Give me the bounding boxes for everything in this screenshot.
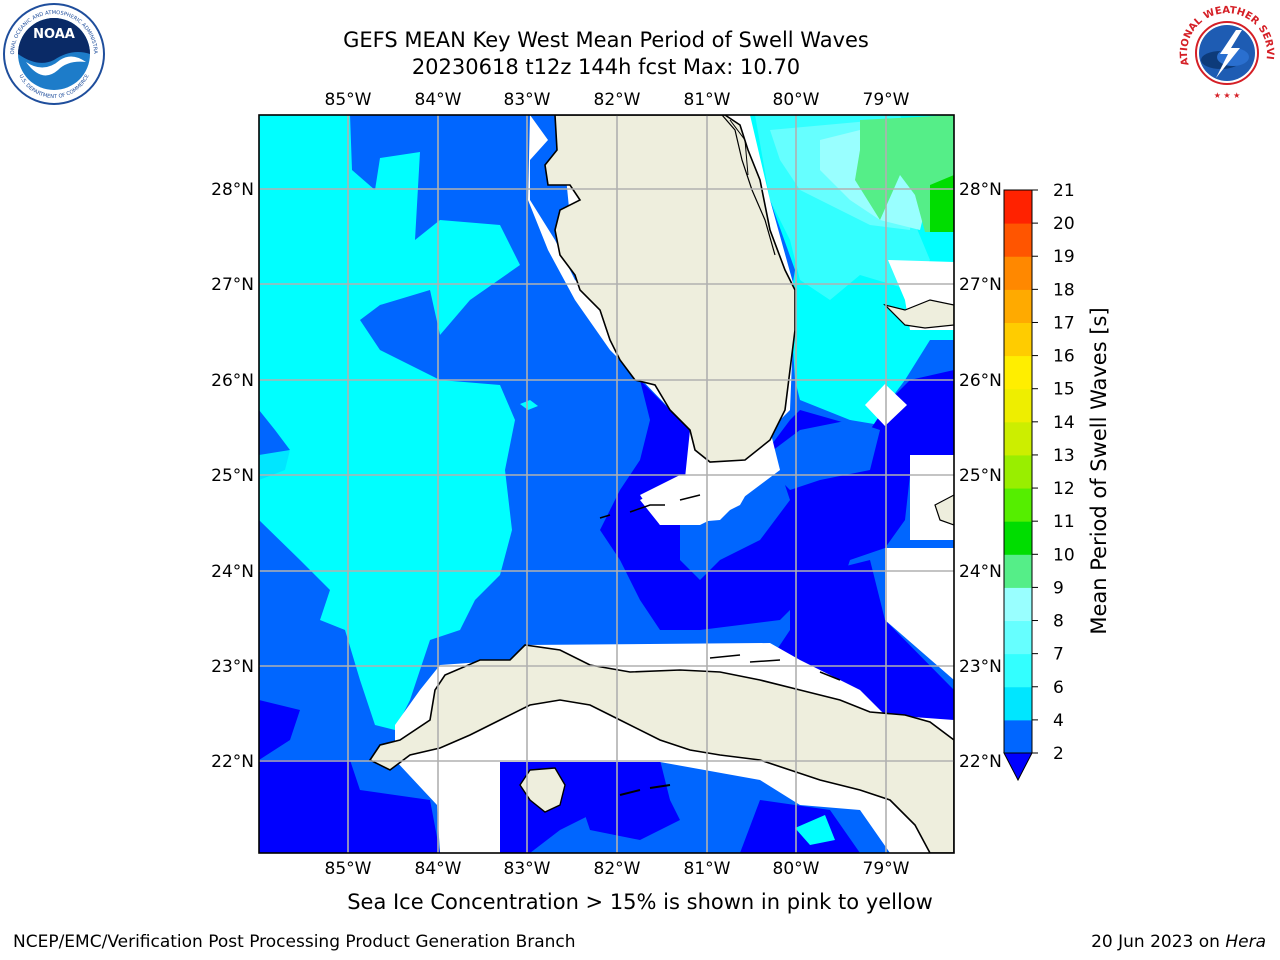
- footer-date-text: 20 Jun 2023 on: [1091, 932, 1226, 952]
- colorbar-segment: [1004, 488, 1032, 522]
- colorbar-tick-label: 19: [1053, 247, 1075, 267]
- colorbar-segment: [1004, 653, 1032, 688]
- colorbar-tick-label: 18: [1053, 280, 1075, 300]
- lat-label: 27°N: [211, 275, 254, 295]
- chart-subtitle: 20230618 t12z 144h fcst Max: 10.70: [411, 55, 801, 79]
- lat-label: 26°N: [959, 371, 1002, 391]
- lon-label: 83°W: [504, 90, 551, 110]
- lon-labels-bottom: 85°W 84°W 83°W 82°W 81°W 80°W 79°W: [325, 859, 910, 879]
- map-frame: [258, 114, 955, 854]
- colorbar-segment: [1004, 190, 1032, 224]
- colorbar-segment: [1004, 521, 1032, 555]
- colorbar: 2 4 6 7 8 9 10 11 12 13 14 15 16 17 18 19 20 21: [1003, 181, 1075, 782]
- cuba-landmass: [368, 644, 954, 853]
- isla-de-la-juventud: [519, 767, 566, 813]
- colorbar-segment: [1004, 223, 1032, 257]
- footer-date: 20 Jun 2023 on Hera: [1091, 932, 1266, 952]
- lon-label: 79°W: [863, 90, 910, 110]
- lat-label: 25°N: [211, 466, 254, 486]
- lat-label: 22°N: [211, 752, 254, 772]
- colorbar-tick-label: 12: [1053, 479, 1075, 499]
- grand-bahama: [883, 299, 954, 329]
- colorbar-tick-label: 14: [1053, 413, 1075, 433]
- map-area: [259, 115, 954, 853]
- colorbar-tick-label: 7: [1053, 645, 1064, 665]
- nws-logo: NATIONAL WEATHER SERVICE ★ ★ ★: [1176, 2, 1276, 102]
- lat-label: 24°N: [959, 562, 1002, 582]
- colorbar-segment: [1004, 620, 1032, 655]
- colorbar-segment: [1004, 554, 1032, 588]
- colorbar-segment: [1004, 686, 1032, 721]
- colorbar-tick-label: 20: [1053, 214, 1075, 234]
- lat-label: 23°N: [211, 657, 254, 677]
- lat-labels-left: 28°N 27°N 26°N 25°N 24°N 23°N 22°N: [211, 180, 254, 772]
- colorbar-tick-label: 21: [1053, 181, 1075, 201]
- lon-label: 80°W: [773, 859, 820, 879]
- chart-title: GEFS MEAN Key West Mean Period of Swell …: [343, 28, 869, 52]
- lon-label: 81°W: [684, 859, 731, 879]
- colorbar-segment: [1004, 421, 1032, 456]
- swell-10-11s: [930, 175, 954, 232]
- lon-label: 82°W: [594, 859, 641, 879]
- lon-label: 85°W: [325, 90, 372, 110]
- lat-label: 28°N: [959, 180, 1002, 200]
- colorbar-segment: [1004, 388, 1032, 423]
- colorbar-segment: [1004, 355, 1032, 390]
- lat-label: 22°N: [959, 752, 1002, 772]
- lat-label: 27°N: [959, 275, 1002, 295]
- colorbar-tick-label: 8: [1053, 612, 1064, 632]
- lat-label: 25°N: [959, 466, 1002, 486]
- noaa-logo-text: NOAA: [33, 27, 75, 42]
- colorbar-tick-label: 4: [1053, 711, 1064, 731]
- colorbar-segment: [1004, 719, 1032, 754]
- lat-label: 26°N: [211, 371, 254, 391]
- colorbar-segment: [1004, 322, 1032, 357]
- colorbar-segment: [1004, 289, 1032, 323]
- lat-label: 23°N: [959, 657, 1002, 677]
- colorbar-segment: [1004, 256, 1032, 290]
- colorbar-tick-label: 2: [1053, 744, 1064, 764]
- lon-label: 79°W: [863, 859, 910, 879]
- lat-label: 28°N: [211, 180, 254, 200]
- colorbar-tick-label: 16: [1053, 347, 1075, 367]
- colorbar-tick-label: 11: [1053, 512, 1075, 532]
- lon-label: 84°W: [415, 859, 462, 879]
- sea-ice-note: Sea Ice Concentration > 15% is shown in …: [347, 890, 933, 914]
- colorbar-label: Mean Period of Swell Waves [s]: [1087, 307, 1111, 634]
- swell-below-2s-sw: [259, 760, 440, 853]
- noaa-logo: NATIONAL OCEANIC AND ATMOSPHERIC ADMINIS…: [2, 2, 105, 105]
- colorbar-tick-label: 13: [1053, 446, 1075, 466]
- swell-4-6s-west: [259, 115, 520, 730]
- colorbar-tick-label: 9: [1053, 578, 1064, 598]
- lon-label: 82°W: [594, 90, 641, 110]
- lon-labels-top: 85°W 84°W 83°W 82°W 81°W 80°W 79°W: [325, 90, 910, 110]
- swell-9-10s: [855, 115, 954, 232]
- florida-landmass: [544, 115, 796, 463]
- colorbar-tick-label: 6: [1053, 678, 1064, 698]
- colorbar-under-triangle: [1003, 752, 1033, 782]
- colorbar-segment: [1004, 454, 1032, 489]
- footer-host: Hera: [1225, 932, 1266, 952]
- colorbar-tick-label: 15: [1053, 380, 1075, 400]
- lon-label: 80°W: [773, 90, 820, 110]
- svg-text:★ ★ ★: ★ ★ ★: [1214, 91, 1241, 100]
- lat-label: 24°N: [211, 562, 254, 582]
- colorbar-tick-label: 17: [1053, 313, 1075, 333]
- lon-label: 84°W: [415, 90, 462, 110]
- lat-labels-right: 28°N 27°N 26°N 25°N 24°N 23°N 22°N: [959, 180, 1002, 772]
- footer-credit: NCEP/EMC/Verification Post Processing Pr…: [13, 932, 576, 952]
- colorbar-tick-label: 10: [1053, 545, 1075, 565]
- colorbar-segment: [1004, 587, 1032, 622]
- lon-label: 83°W: [504, 859, 551, 879]
- graticule: [259, 115, 954, 853]
- lon-label: 81°W: [684, 90, 731, 110]
- lon-label: 85°W: [325, 859, 372, 879]
